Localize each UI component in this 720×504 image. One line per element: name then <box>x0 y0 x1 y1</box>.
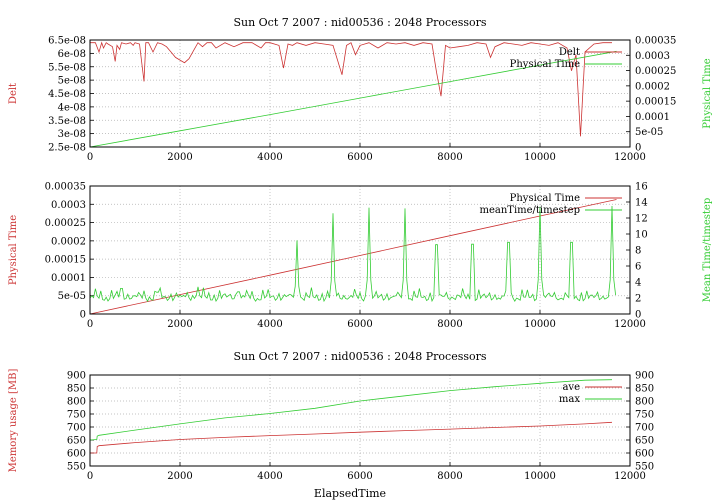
x-tick-label: 4000 <box>257 471 282 482</box>
y-tick-label-left: 0.00025 <box>45 218 86 229</box>
x-tick-label: 12000 <box>614 319 646 330</box>
x-tick-label: 4000 <box>257 319 282 330</box>
legend-label: Delt <box>559 47 580 58</box>
legend-label: max <box>559 394 580 405</box>
y-tick-label-left: 750 <box>67 410 86 421</box>
x-tick-label: 6000 <box>347 152 372 163</box>
legend-label: ave <box>562 382 580 393</box>
y-tick-label-left: 0.00015 <box>45 255 86 266</box>
x-tick-label: 10000 <box>524 471 556 482</box>
plot-frame <box>89 39 631 148</box>
y-tick-label-right: 8 <box>635 246 641 257</box>
x-tick-label: 10000 <box>524 319 556 330</box>
x-tick-label: 8000 <box>437 319 462 330</box>
x-tick-label: 2000 <box>167 152 192 163</box>
y-tick-label-right: 900 <box>635 371 654 382</box>
y-tick-label-left: 5.5e-08 <box>48 62 86 73</box>
y-tick-label-left: 3e-08 <box>58 129 86 140</box>
y-tick-label-right: 6 <box>635 262 641 273</box>
y-tick-label-right: 14 <box>635 198 648 209</box>
y-axis-label-left: Memory usage [MB] <box>8 369 19 473</box>
y-tick-label-right: 700 <box>635 423 654 434</box>
y-tick-label-right: 16 <box>635 182 648 193</box>
x-tick-label: 2000 <box>167 471 192 482</box>
x-tick-label: 10000 <box>524 152 556 163</box>
y-tick-label-right: 650 <box>635 436 654 447</box>
y-tick-label-right: 0.00025 <box>635 66 676 77</box>
series-meantime-timestep-line <box>89 205 616 303</box>
chart-panel-1: 0 2000 4000 6000 8000 10000 12000 2.5e-08 3e-08 3… <box>8 16 713 163</box>
y-axis-label-left: Delt <box>8 83 19 104</box>
y-tick-label-right: 2 <box>635 294 641 305</box>
y-axis-label-left: Physical Time <box>8 215 19 285</box>
y-tick-label-right: 5e-05 <box>635 127 663 138</box>
y-tick-label-left: 900 <box>67 371 86 382</box>
x-tick-label: 6000 <box>347 471 372 482</box>
y-tick-label-left: 0.0001 <box>51 273 86 284</box>
legend-label: Physical Time <box>510 59 580 70</box>
x-tick-label: 6000 <box>347 319 372 330</box>
y-tick-label-right: 10 <box>635 230 648 241</box>
chart-panel-2: 0 2000 4000 6000 8000 10000 1200005e-050.00010… <box>8 182 713 331</box>
series-ave-line <box>90 421 613 454</box>
x-tick-label: 8000 <box>437 471 462 482</box>
y-tick-label-right: 0.00015 <box>635 97 676 108</box>
x-axis-label: ElapsedTime <box>314 487 386 500</box>
y-tick-label-right: 750 <box>635 410 654 421</box>
y-tick-label-left: 3.5e-08 <box>48 116 86 127</box>
y-tick-label-left: 4.5e-08 <box>48 89 86 100</box>
y-tick-label-right: 0 <box>635 310 641 321</box>
y-tick-label-right: 4 <box>635 278 641 289</box>
legend-label: Physical Time <box>510 193 580 204</box>
y-tick-label-right: 0.0001 <box>635 112 670 123</box>
x-tick-label: 0 <box>87 319 93 330</box>
series-max-line <box>89 379 613 441</box>
y-tick-label-left: 5e-08 <box>58 76 86 87</box>
y-tick-label-left: 6e-08 <box>58 49 86 60</box>
y-tick-label-right: 600 <box>635 449 654 460</box>
y-tick-label-left: 0 <box>80 310 86 321</box>
series-physical-time-line <box>89 50 617 148</box>
y-tick-label-right: 850 <box>635 384 654 395</box>
y-tick-label-left: 650 <box>67 436 86 447</box>
y-axis-label-right: Physical Time <box>702 58 713 128</box>
chart-title: Sun Oct 7 2007 : nid00536 : 2048 Process… <box>233 350 486 363</box>
y-tick-label-left: 0.0003 <box>51 200 86 211</box>
y-tick-label-right: 550 <box>635 462 654 473</box>
legend-label: meanTime/timestep <box>479 205 580 216</box>
y-tick-label-left: 4e-08 <box>58 102 86 113</box>
x-tick-label: 12000 <box>614 471 646 482</box>
y-tick-label-left: 2.5e-08 <box>48 143 86 154</box>
y-tick-label-right: 0.0003 <box>635 51 670 62</box>
y-tick-label-left: 600 <box>67 449 86 460</box>
y-tick-label-right: 0 <box>635 143 641 154</box>
y-tick-label-left: 0.00035 <box>45 182 86 193</box>
y-tick-label-left: 0.0002 <box>51 236 86 247</box>
y-tick-label-left: 700 <box>67 423 86 434</box>
chart-panel-3: 0 2000 4000 6000 8000 10000 120005506006507007… <box>8 350 654 500</box>
y-tick-label-left: 850 <box>67 384 86 395</box>
x-tick-label: 12000 <box>614 152 646 163</box>
y-tick-label-left: 800 <box>67 397 86 408</box>
x-tick-label: 8000 <box>437 152 462 163</box>
y-tick-label-right: 800 <box>635 397 654 408</box>
series-delt-line <box>90 41 612 137</box>
x-tick-label: 0 <box>87 471 93 482</box>
y-tick-label-right: 0.00035 <box>635 36 676 47</box>
chart-title: Sun Oct 7 2007 : nid00536 : 2048 Process… <box>233 16 486 29</box>
plot-frame <box>89 374 631 467</box>
x-tick-label: 4000 <box>257 152 282 163</box>
y-tick-label-left: 550 <box>67 462 86 473</box>
y-tick-label-left: 5e-05 <box>58 291 86 302</box>
y-tick-label-right: 0.0002 <box>635 81 670 92</box>
y-tick-label-left: 6.5e-08 <box>48 36 86 47</box>
x-tick-label: 0 <box>87 152 93 163</box>
plot-frame <box>89 185 631 315</box>
y-tick-label-right: 12 <box>635 214 648 225</box>
x-tick-label: 2000 <box>167 319 192 330</box>
y-axis-label-right: Mean Time/timestep <box>702 198 713 302</box>
